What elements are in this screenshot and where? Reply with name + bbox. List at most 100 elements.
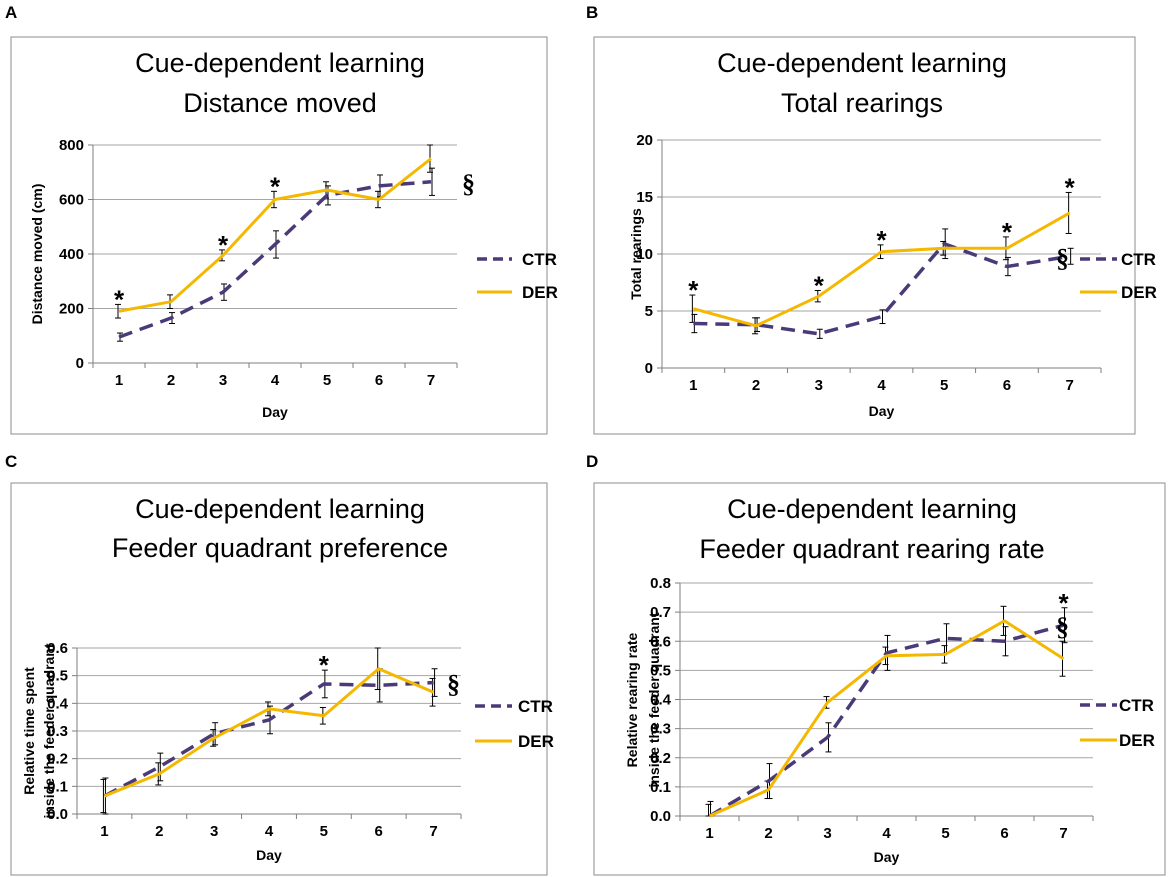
- y-tick-label: 0.4: [650, 692, 672, 709]
- y-tick-label: 0.2: [650, 750, 671, 767]
- y-tick-label: 400: [59, 246, 84, 263]
- y-tick-label: 0.0: [47, 806, 68, 823]
- y-tick-label: 10: [636, 246, 653, 263]
- series-line-ctr: [103, 680, 434, 798]
- chart-title-line: Total rearings: [781, 88, 943, 118]
- x-tick-label: 3: [815, 377, 823, 394]
- chart-frame: [10, 36, 548, 435]
- x-axis-label: Day: [262, 404, 288, 420]
- chart-frame: [593, 482, 1166, 876]
- y-tick-label: 200: [59, 301, 84, 318]
- legend-label-ctr: CTR: [522, 250, 557, 269]
- y-tick-label: 0: [76, 355, 84, 372]
- section-mark: §: [447, 670, 460, 699]
- x-tick-label: 4: [271, 372, 280, 389]
- x-tick-label: 4: [265, 823, 274, 840]
- x-tick-label: 7: [1059, 825, 1067, 842]
- series-line-ctr: [118, 180, 432, 339]
- significance-star: *: [270, 171, 281, 201]
- legend-label-der: DER: [522, 283, 558, 302]
- x-tick-label: 2: [167, 372, 175, 389]
- y-axis-label: inside the feeder quadrant: [41, 643, 57, 818]
- x-tick-label: 2: [752, 377, 760, 394]
- chart-title-line: Feeder quadrant rearing rate: [699, 534, 1044, 564]
- y-tick-label: 0.6: [47, 640, 68, 657]
- section-mark: §: [1056, 243, 1069, 272]
- y-tick-label: 600: [59, 192, 84, 209]
- series-line-der: [708, 619, 1065, 818]
- legend-label-ctr: CTR: [1119, 696, 1154, 715]
- chart-panel-b: Cue-dependent learning Total rearings 0 5 10…: [593, 36, 1157, 435]
- y-axis-label: inside the feeder quadrant: [646, 612, 662, 787]
- series-line-der: [118, 157, 432, 313]
- panel-letter-a: A: [5, 3, 18, 22]
- y-tick-label: 5: [645, 303, 653, 320]
- panel-letter-c: C: [5, 452, 18, 471]
- x-tick-label: 1: [689, 377, 697, 394]
- x-tick-label: 4: [882, 825, 891, 842]
- y-axis-label: Distance moved (cm): [29, 184, 45, 325]
- significance-star: *: [1065, 172, 1076, 202]
- y-tick-label: 20: [636, 132, 653, 149]
- legend-label-ctr: CTR: [1121, 250, 1156, 269]
- y-axis-label: Relative time spent: [21, 667, 37, 795]
- y-tick-label: 0.4: [47, 695, 69, 712]
- y-tick-label: 0.3: [650, 721, 671, 738]
- chart-title-line: Feeder quadrant preference: [112, 533, 448, 563]
- y-tick-label: 0.3: [47, 723, 68, 740]
- x-tick-label: 1: [115, 372, 123, 389]
- series-line-der: [103, 667, 435, 798]
- chart-title-line: Distance moved: [183, 88, 377, 118]
- y-tick-label: 800: [59, 137, 84, 154]
- x-tick-label: 5: [940, 377, 948, 394]
- y-tick-label: 0.6: [650, 633, 671, 650]
- y-tick-label: 15: [636, 189, 653, 206]
- y-tick-label: 0: [645, 360, 653, 377]
- x-tick-label: 6: [375, 823, 383, 840]
- x-axis-label: Day: [256, 847, 282, 863]
- y-tick-label: 0.7: [650, 604, 671, 621]
- section-mark: §: [1056, 612, 1069, 641]
- series-line-ctr: [693, 241, 1070, 336]
- chart-panel-a: Cue-dependent learning Distance moved 0 200…: [10, 36, 558, 435]
- x-tick-label: 3: [210, 823, 218, 840]
- legend-label-der: DER: [1119, 731, 1155, 750]
- chart-title-line: Cue-dependent learning: [135, 48, 425, 78]
- series-line-ctr: [708, 623, 1064, 818]
- y-tick-label: 0.5: [650, 662, 671, 679]
- x-tick-label: 2: [764, 825, 772, 842]
- x-tick-label: 2: [155, 823, 163, 840]
- x-tick-label: 6: [1003, 377, 1011, 394]
- x-tick-label: 5: [941, 825, 949, 842]
- x-tick-label: 6: [375, 372, 383, 389]
- y-tick-label: 0.8: [650, 575, 671, 592]
- chart-title-line: Cue-dependent learning: [727, 494, 1017, 524]
- y-tick-label: 0.1: [650, 779, 671, 796]
- chart-panel-c: Cue-dependent learning Feeder quadrant pr…: [10, 482, 554, 876]
- x-tick-label: 1: [100, 823, 108, 840]
- panel-letter-d: D: [586, 452, 599, 471]
- x-axis-label: Day: [874, 849, 900, 865]
- x-tick-label: 1: [705, 825, 713, 842]
- y-axis-label: Relative rearing rate: [624, 632, 640, 767]
- significance-star: *: [1002, 217, 1013, 247]
- chart-frame: [10, 482, 548, 876]
- x-tick-label: 6: [1000, 825, 1008, 842]
- x-tick-label: 3: [823, 825, 831, 842]
- legend-label-ctr: CTR: [518, 697, 553, 716]
- legend-label-der: DER: [518, 732, 554, 751]
- section-mark: §: [462, 169, 475, 198]
- x-tick-label: 7: [429, 823, 437, 840]
- x-axis-label: Day: [869, 403, 895, 419]
- significance-star: *: [319, 650, 330, 680]
- y-tick-label: 0.2: [47, 751, 68, 768]
- series-line-der: [692, 211, 1071, 328]
- significance-star: *: [114, 284, 125, 314]
- x-tick-label: 5: [323, 372, 331, 389]
- chart-title-line: Cue-dependent learning: [717, 48, 1007, 78]
- chart-panel-d: Cue-dependent learning Feeder quadrant re…: [593, 482, 1166, 876]
- x-tick-label: 5: [320, 823, 328, 840]
- y-tick-label: 0.5: [47, 668, 68, 685]
- y-tick-label: 0.1: [47, 778, 68, 795]
